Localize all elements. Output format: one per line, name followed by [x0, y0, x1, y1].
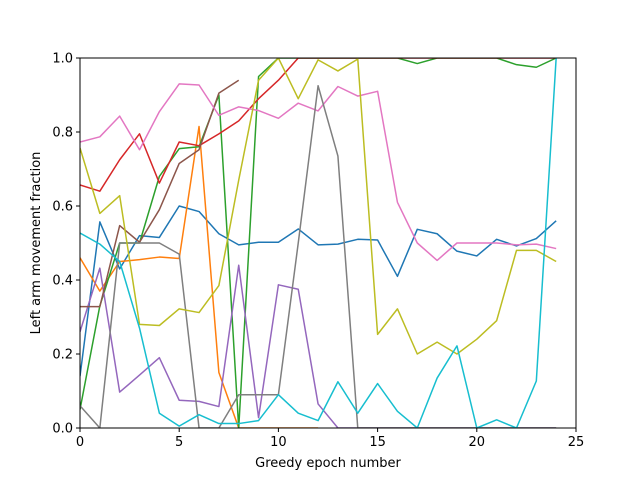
x-tick-label: 25: [568, 435, 585, 450]
series-layer: [80, 58, 557, 428]
y-tick-label: 0.0: [52, 422, 73, 437]
series-line-1: [80, 205, 557, 377]
y-tick-label: 0.6: [52, 200, 73, 215]
series-line-8: [80, 85, 557, 428]
y-tick-label: 0.8: [52, 126, 73, 141]
x-tick-label: 15: [369, 435, 386, 450]
x-tick-label: 0: [76, 435, 84, 450]
x-tick-label: 20: [469, 435, 486, 450]
series-line-9: [80, 58, 557, 355]
x-tick-label: 5: [175, 435, 183, 450]
series-line-4: [80, 58, 557, 192]
x-tick-label: 10: [270, 435, 287, 450]
y-tick-label: 0.4: [52, 274, 73, 289]
plot-frame: [79, 57, 577, 429]
series-line-10: [80, 58, 557, 428]
series-line-7: [80, 83, 557, 262]
y-tick-label: 0.2: [52, 348, 73, 363]
axis-ticks: 0 5 10 15 20 25 0.0 0.2 0.4 0.6 0.8 1.0: [52, 52, 584, 451]
y-tick-label: 1.0: [52, 52, 73, 67]
series-line-5: [80, 264, 557, 428]
y-axis-label: Left arm movement fraction: [29, 152, 44, 335]
series-line-3: [80, 58, 557, 428]
series-line-6: [80, 79, 240, 308]
x-axis-label: Greedy epoch number: [255, 456, 401, 471]
